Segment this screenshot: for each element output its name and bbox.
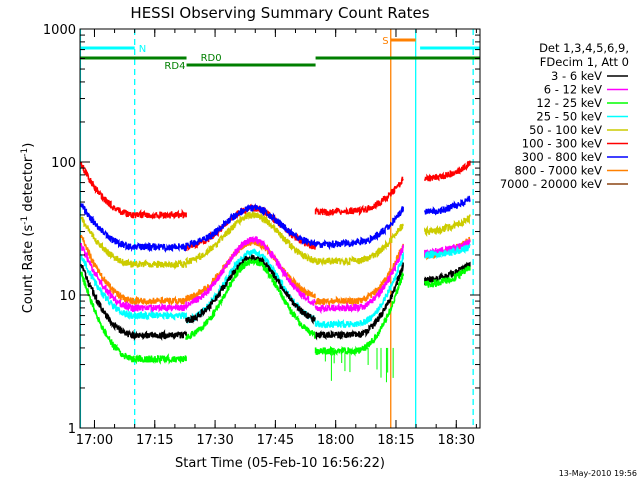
legend-entry-label: 50 - 100 keV [529, 123, 602, 137]
data-series [80, 160, 471, 383]
series-trace [424, 244, 471, 260]
legend: Det 1,3,4,5,6,9, FDecim 1, Att 0 3 - 6 k… [500, 41, 629, 191]
series-trace [133, 353, 187, 365]
y-label-part-2: detector [21, 156, 36, 216]
series-trace [354, 206, 404, 246]
series-trace [314, 345, 357, 357]
series-trace [354, 251, 404, 327]
x-tick-label: 17:30 [196, 433, 233, 448]
series-trace [80, 271, 135, 363]
x-axis-ticks: 17:00 17:15 17:30 17:45 18:00 18:15 18:30 [76, 29, 477, 448]
series-trace [314, 301, 357, 315]
legend-entry-label: 300 - 800 keV [522, 150, 602, 164]
legend-header-1: Det 1,3,4,5,6,9, [539, 41, 629, 55]
flag-label: S [382, 36, 388, 47]
series-trace [185, 258, 316, 340]
series-trace [80, 234, 135, 305]
series-trace [185, 202, 316, 248]
y-tick-label: 1 [68, 422, 76, 437]
series-band [80, 235, 471, 315]
y-label-sup-2: -1 [20, 148, 30, 157]
series-trace [354, 244, 404, 313]
series-trace [354, 272, 404, 354]
series-trace [314, 206, 357, 217]
series-trace [354, 262, 404, 338]
flag-label: RD0 [201, 53, 222, 64]
x-tick-label: 18:15 [377, 433, 414, 448]
x-tick-label: 18:30 [438, 433, 475, 448]
series-trace [80, 203, 135, 252]
series-trace [80, 264, 135, 339]
legend-entry-label: 7000 - 20000 keV [500, 177, 602, 191]
x-tick-label: 18:00 [317, 433, 354, 448]
series-trace [133, 329, 187, 341]
series-trace [133, 208, 187, 220]
flag-label: N [139, 44, 146, 55]
legend-entry-label: 25 - 50 keV [536, 110, 602, 124]
series-band [80, 258, 471, 365]
y-label-part-1: Count Rate (s [21, 225, 36, 314]
flag-bars: N S RD0 RD4 [80, 36, 480, 72]
series-trace [133, 241, 187, 253]
series-trace [185, 211, 316, 266]
x-tick-label: 17:45 [257, 433, 294, 448]
series-trace [133, 295, 187, 306]
legend-header-2: FDecim 1, Att 0 [540, 55, 629, 69]
legend-entry-label: 800 - 7000 keV [514, 164, 602, 178]
x-tick-label: 17:00 [76, 433, 113, 448]
series-trace [354, 243, 404, 305]
y-label-part-3: ) [21, 143, 36, 148]
series-trace [314, 238, 357, 251]
series-trace [133, 309, 187, 321]
series-trace [80, 254, 135, 320]
legend-entry-label: 100 - 300 keV [522, 137, 602, 151]
series-trace [80, 243, 135, 312]
series-trace [424, 214, 471, 238]
y-axis-ticks: 1 10 100 1000 [43, 23, 480, 437]
y-axis-label: Count Rate (s-1 detector-1) [20, 143, 36, 314]
flag-label: RD4 [164, 61, 185, 72]
series-trace [314, 295, 357, 308]
plot-frame [79, 28, 481, 429]
legend-entry-label: 12 - 25 keV [536, 96, 602, 110]
series-trace [80, 216, 135, 268]
x-tick-label: 17:15 [136, 433, 173, 448]
series-trace [80, 161, 135, 219]
series-trace [314, 329, 357, 341]
plot-area: N S RD0 RD4 1 10 100 1000 17:00 17:15 17:30 17:45… [43, 23, 481, 448]
chart-title: HESSI Observing Summary Count Rates [130, 4, 429, 22]
series-trace [185, 235, 316, 310]
series-band [80, 211, 471, 270]
y-tick-label: 1000 [43, 23, 76, 38]
series-trace [314, 318, 357, 329]
y-tick-label: 10 [59, 289, 76, 304]
series-trace [314, 255, 357, 267]
series-band [80, 195, 471, 253]
series-trace [424, 265, 471, 288]
legend-entry-label: 3 - 6 keV [551, 69, 602, 83]
series-trace [354, 223, 404, 265]
series-trace [133, 302, 187, 314]
series-trace [133, 259, 187, 270]
timestamp: 13-May-2010 19:56 [559, 469, 637, 478]
series-trace [354, 176, 404, 217]
series-trace [424, 160, 471, 182]
y-label-sup-1: -1 [20, 216, 30, 225]
legend-entry-label: 6 - 12 keV [544, 83, 602, 97]
y-tick-label: 100 [51, 156, 76, 171]
x-axis-label: Start Time (05-Feb-10 16:56:22) [175, 456, 385, 471]
series-trace [424, 195, 471, 216]
